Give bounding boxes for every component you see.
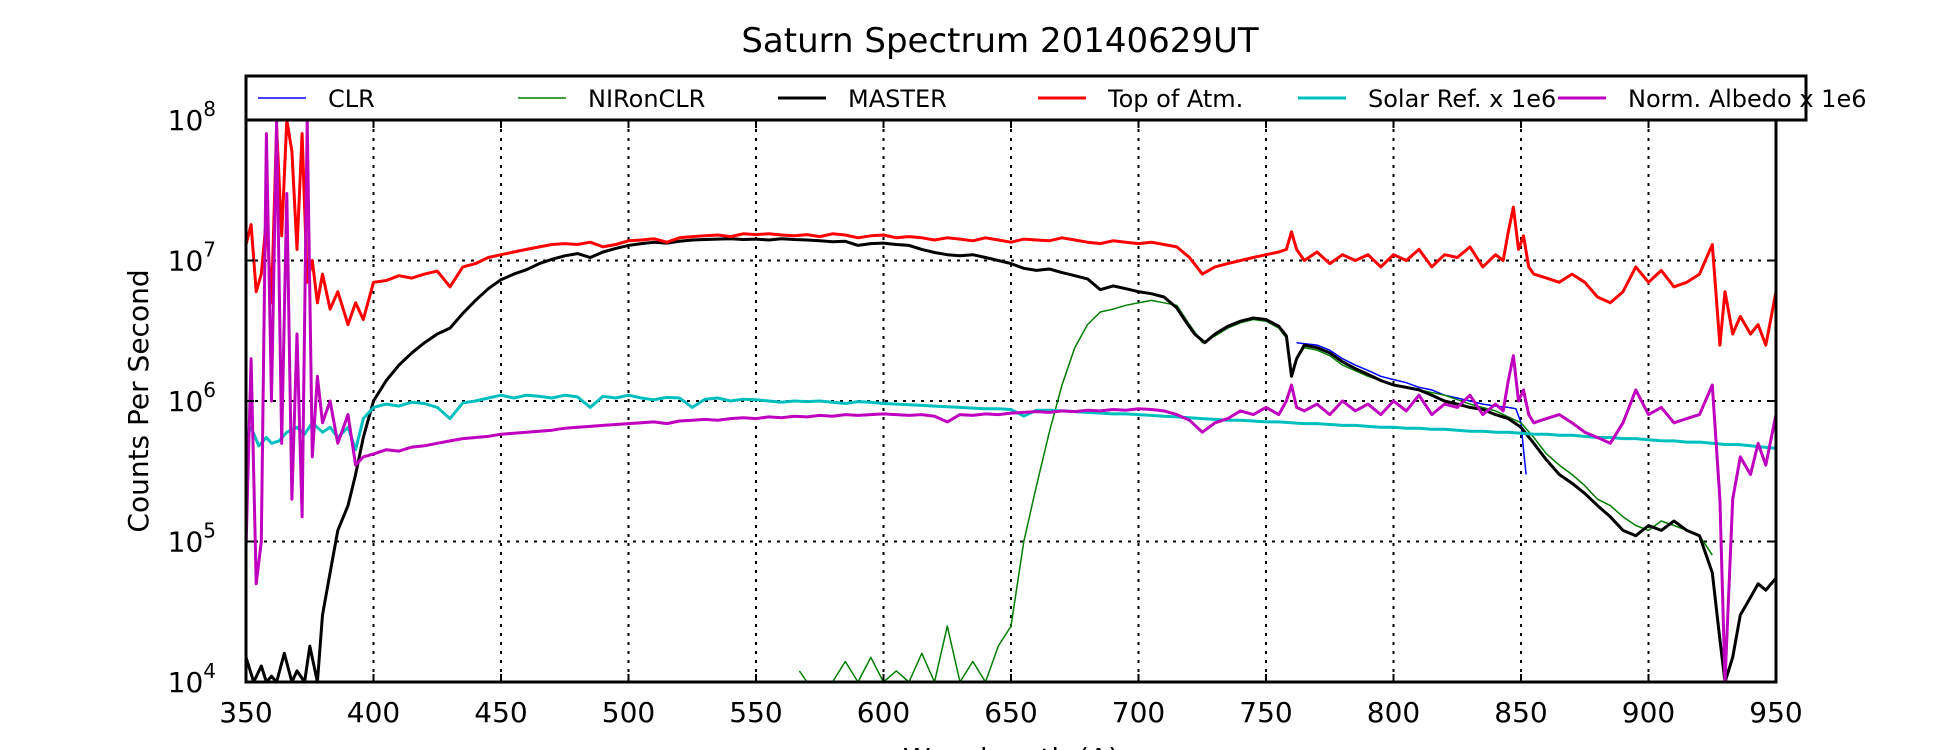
x-tick-label: 550: [729, 696, 782, 729]
x-tick-label: 650: [984, 696, 1037, 729]
x-tick-label: 900: [1622, 696, 1675, 729]
y-tick-label: 107: [168, 238, 216, 278]
series-line-1: [798, 299, 1713, 683]
x-tick-label: 350: [219, 696, 272, 729]
x-tick-label: 600: [857, 696, 910, 729]
series-line-3: [244, 118, 1778, 347]
plot-series: [244, 118, 1778, 684]
y-axis-label: Counts Per Second: [122, 269, 155, 532]
x-tick-label: 500: [602, 696, 655, 729]
legend: CLR NIRonCLR MASTER Top of Atm. Solar Ref. x…: [244, 74, 1867, 122]
series-line-2: [244, 237, 1778, 684]
x-tick-label: 400: [347, 696, 400, 729]
series-line-4: [244, 393, 1777, 452]
series-line-5: [244, 118, 1778, 684]
legend-label-4: Solar Ref. x 1e6: [1368, 85, 1556, 113]
y-tick-label: 105: [168, 519, 216, 559]
x-tick-label: 700: [1112, 696, 1165, 729]
y-tick-label: 104: [168, 659, 216, 699]
x-tick-label: 450: [474, 696, 527, 729]
x-tick-label: 850: [1494, 696, 1547, 729]
x-tick-label: 950: [1749, 696, 1802, 729]
series-line-0: [1296, 341, 1527, 475]
y-tick-label: 108: [168, 97, 216, 137]
legend-label-3: Top of Atm.: [1107, 85, 1243, 113]
legend-label-5: Norm. Albedo x 1e6: [1628, 85, 1867, 113]
legend-label-2: MASTER: [848, 85, 947, 113]
y-tick-label: 106: [168, 378, 216, 418]
legend-label-1: NIRonCLR: [588, 85, 705, 113]
legend-label-0: CLR: [328, 85, 375, 113]
x-tick-label: 750: [1239, 696, 1292, 729]
axis-ticks: 350 400 450 500 550 600 650 700 750 800 850 900 950 1…: [168, 97, 1803, 729]
x-tick-label: 800: [1367, 696, 1420, 729]
chart-title: Saturn Spectrum 20140629UT: [741, 21, 1259, 61]
x-axis-label: Wavelength (A): [903, 742, 1119, 750]
legend-box: [244, 74, 1808, 122]
